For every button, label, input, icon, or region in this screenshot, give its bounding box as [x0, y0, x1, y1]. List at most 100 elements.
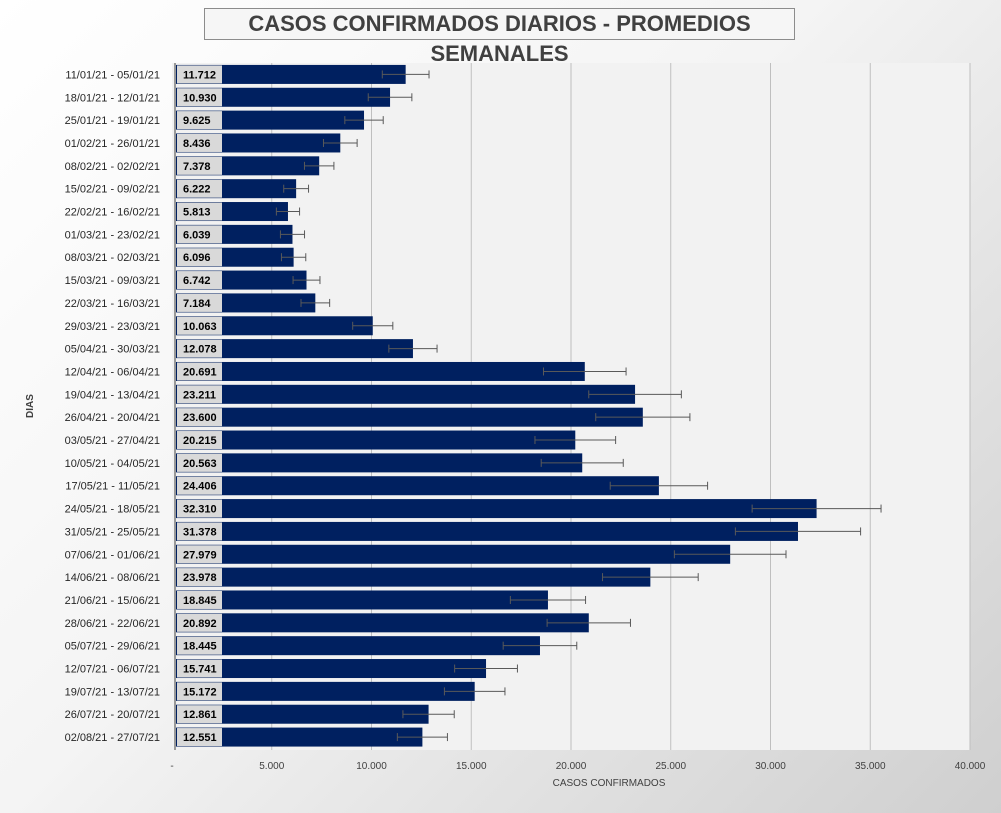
y-tick-label: 21/06/21 - 15/06/21: [65, 595, 160, 607]
data-label-box: [177, 225, 222, 244]
data-label-box: [177, 156, 222, 175]
y-tick-label: 18/01/21 - 12/01/21: [65, 92, 160, 104]
data-label-box: [177, 339, 222, 358]
data-label: 23.600: [183, 412, 217, 424]
data-label: 24.406: [183, 481, 217, 493]
data-label: 6.039: [183, 229, 211, 241]
bar: [176, 521, 798, 541]
data-label-box: [177, 271, 222, 290]
y-tick-label: 01/02/21 - 26/01/21: [65, 138, 160, 150]
y-tick-label: 05/07/21 - 29/06/21: [65, 641, 160, 653]
bar: [176, 681, 475, 701]
bar: [176, 613, 589, 633]
bar: [176, 384, 636, 404]
y-tick-label: 01/03/21 - 23/02/21: [65, 229, 160, 241]
y-tick-label: 25/01/21 - 19/01/21: [65, 115, 160, 127]
y-tick-label: 19/04/21 - 13/04/21: [65, 389, 160, 401]
bar: [176, 567, 651, 587]
bar: [176, 339, 413, 359]
bar: [176, 590, 548, 610]
x-axis-title: CASOS CONFIRMADOS: [553, 778, 666, 789]
bar: [176, 430, 576, 450]
data-label-box: [177, 88, 222, 107]
data-label-box: [177, 431, 222, 450]
data-label: 12.551: [183, 732, 217, 744]
data-label: 9.625: [183, 115, 211, 127]
x-tick-label: 25.000: [655, 761, 686, 772]
data-label: 20.563: [183, 458, 217, 470]
y-tick-label: 26/07/21 - 20/07/21: [65, 709, 160, 721]
bar: [176, 659, 487, 679]
x-tick-label: 40.000: [955, 761, 986, 772]
data-label: 11.712: [183, 69, 216, 81]
data-label-box: [177, 590, 222, 609]
data-label: 12.861: [183, 709, 217, 721]
data-label: 15.172: [183, 686, 217, 698]
data-label-box: [177, 613, 222, 632]
data-label: 5.813: [183, 207, 211, 219]
bar: [176, 727, 423, 747]
data-label: 8.436: [183, 138, 211, 150]
x-tick-label: 5.000: [259, 761, 284, 772]
data-label-box: [177, 453, 222, 472]
x-tick-label: 30.000: [755, 761, 786, 772]
y-tick-label: 10/05/21 - 04/05/21: [65, 458, 160, 470]
data-label-box: [177, 408, 222, 427]
y-tick-label: 22/02/21 - 16/02/21: [65, 207, 160, 219]
y-tick-label: 15/03/21 - 09/03/21: [65, 275, 160, 287]
data-label-box: [177, 705, 222, 724]
data-label: 7.378: [183, 161, 211, 173]
y-tick-label: 08/03/21 - 02/03/21: [65, 252, 160, 264]
y-tick-label: 31/05/21 - 25/05/21: [65, 526, 160, 538]
y-tick-label: 15/02/21 - 09/02/21: [65, 184, 160, 196]
y-tick-label: 03/05/21 - 27/04/21: [65, 435, 160, 447]
data-label: 20.892: [183, 618, 217, 630]
y-tick-label: 05/04/21 - 30/03/21: [65, 344, 160, 356]
bar: [176, 544, 731, 564]
bar: [176, 361, 585, 381]
y-tick-label: 28/06/21 - 22/06/21: [65, 618, 160, 630]
y-tick-label: 17/05/21 - 11/05/21: [65, 481, 160, 493]
y-tick-label: 12/07/21 - 06/07/21: [65, 664, 160, 676]
bar: [176, 636, 540, 656]
data-label-box: [177, 499, 222, 518]
data-label-box: [177, 728, 222, 747]
y-tick-label: 26/04/21 - 20/04/21: [65, 412, 160, 424]
data-label-box: [177, 293, 222, 312]
bar: [176, 704, 429, 724]
y-tick-label: 22/03/21 - 16/03/21: [65, 298, 160, 310]
y-tick-label: 02/08/21 - 27/07/21: [65, 732, 160, 744]
data-label: 6.096: [183, 252, 211, 264]
data-label-box: [177, 179, 222, 198]
data-label-box: [177, 202, 222, 221]
y-tick-label: 19/07/21 - 13/07/21: [65, 686, 160, 698]
data-label: 18.845: [183, 595, 217, 607]
data-label: 15.741: [183, 664, 217, 676]
y-tick-label: 08/02/21 - 02/02/21: [65, 161, 160, 173]
chart-title: CASOS CONFIRMADOS DIARIOS - PROMEDIOS SE…: [204, 8, 795, 66]
y-tick-label: 14/06/21 - 08/06/21: [65, 572, 160, 584]
x-tick-label: 10.000: [356, 761, 387, 772]
data-label-box: [177, 545, 222, 564]
data-label: 7.184: [183, 298, 211, 310]
y-tick-label: 12/04/21 - 06/04/21: [65, 366, 160, 378]
data-label-box: [177, 133, 222, 152]
data-label-box: [177, 316, 222, 335]
y-tick-label: 11/01/21 - 05/01/21: [65, 69, 160, 81]
data-label-box: [177, 522, 222, 541]
y-tick-label: 24/05/21 - 18/05/21: [65, 504, 160, 516]
data-label: 10.063: [183, 321, 217, 333]
bar: [176, 110, 365, 130]
data-label-box: [177, 111, 222, 130]
data-label: 23.978: [183, 572, 217, 584]
y-tick-label: 29/03/21 - 23/03/21: [65, 321, 160, 333]
bar: [176, 499, 817, 519]
y-tick-label: 07/06/21 - 01/06/21: [65, 549, 160, 561]
data-label: 32.310: [183, 504, 217, 516]
data-label-box: [177, 385, 222, 404]
data-label-box: [177, 476, 222, 495]
bar: [176, 476, 659, 496]
bar: [176, 87, 391, 107]
x-tick-label: 20.000: [556, 761, 587, 772]
